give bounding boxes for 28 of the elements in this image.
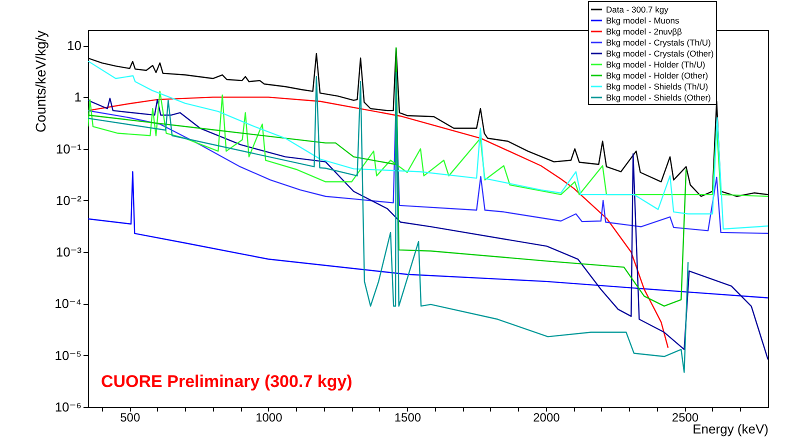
legend-label: Bkg model - Shields (Other) [606, 92, 712, 102]
legend-label: Data - 300.7 kgy [606, 4, 670, 14]
y-tick-label: 10⁻⁵ [54, 348, 82, 363]
annotation: CUORE Preliminary (300.7 kgy) [101, 372, 352, 391]
x-axis-title: Energy (keV) [692, 422, 768, 436]
line-series [88, 171, 768, 298]
y-tick-label: 10⁻⁴ [54, 296, 82, 312]
y-tick-label: 10⁻¹ [56, 141, 82, 156]
legend-label: Bkg model - Holder (Other) [606, 70, 708, 80]
legend-label: Bkg model - Crystals (Th/U) [606, 38, 712, 48]
y-tick-label: 10⁻² [56, 192, 82, 208]
x-tick-label: 500 [120, 410, 140, 424]
y-tick-label: 10⁻⁶ [54, 400, 82, 414]
y-tick-label: 10 [67, 38, 82, 54]
x-tick-label: 2000 [533, 410, 560, 424]
y-tick-label: 10⁻³ [56, 244, 82, 260]
legend-label: Bkg model - Muons [606, 16, 680, 26]
x-tick-label: 2500 [672, 410, 699, 424]
legend-label: Bkg model - Holder (Th/U) [606, 60, 706, 70]
y-axis-title: Counts/keV/kg/y [32, 30, 49, 132]
legend-label: Bkg model - Crystals (Other) [606, 48, 714, 58]
legend-label: Bkg model - Shields (Th/U) [606, 82, 708, 92]
y-tick-label: 1 [74, 90, 82, 105]
line-series [88, 60, 768, 230]
x-tick-label: 1500 [394, 410, 422, 424]
line-series [88, 90, 768, 197]
legend-label: Bkg model - 2nuνββ [606, 26, 682, 36]
x-tick-label: 1000 [256, 410, 283, 424]
